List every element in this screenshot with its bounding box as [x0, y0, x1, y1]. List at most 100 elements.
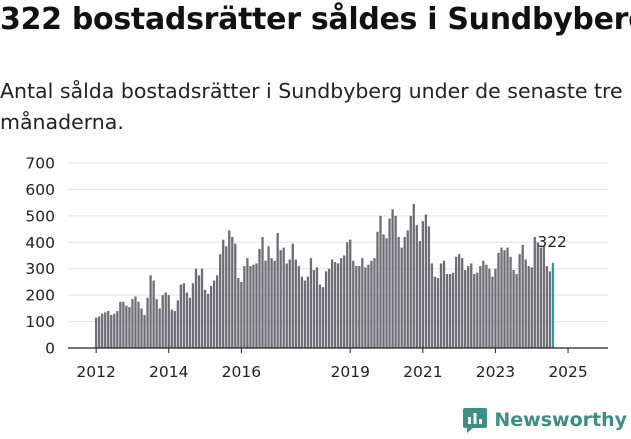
- y-axis: 0 100 200 300 400 500 600 700: [25, 155, 55, 358]
- bar: [203, 289, 207, 348]
- bar: [246, 258, 249, 348]
- bar: [494, 268, 497, 348]
- y-tick-label: 700: [25, 155, 55, 173]
- bar: [101, 313, 104, 348]
- bar: [442, 260, 446, 348]
- bar: [473, 274, 476, 348]
- bar: [119, 301, 122, 348]
- bar: [370, 260, 373, 348]
- bar: [200, 268, 204, 348]
- bar: [485, 264, 488, 348]
- bar: [361, 258, 364, 348]
- x-tick-label: 2023: [476, 363, 515, 381]
- bar: [206, 293, 210, 348]
- bar: [464, 270, 467, 348]
- bar: [454, 256, 458, 348]
- newsworthy-logo-icon: [463, 408, 488, 433]
- bar: [131, 299, 134, 348]
- brand-name: Newsworthy: [494, 409, 627, 431]
- bar: [476, 272, 479, 348]
- bar: [385, 238, 388, 348]
- bar: [219, 254, 222, 348]
- chart-bars: [95, 203, 555, 348]
- bar: [451, 272, 455, 348]
- x-axis: 2012 2014 2016 2019 2021 2023 2025: [68, 347, 608, 381]
- bar: [312, 270, 316, 348]
- bar: [491, 276, 494, 348]
- bar: [458, 254, 461, 348]
- bar: [306, 276, 310, 348]
- bar: [512, 270, 515, 348]
- bar: [261, 237, 264, 348]
- bar-highlight: [551, 262, 555, 348]
- bar: [158, 308, 161, 348]
- bar: [518, 254, 521, 348]
- bar: [291, 243, 294, 348]
- bar: [285, 263, 288, 348]
- bar: [482, 260, 485, 348]
- bar: [279, 250, 282, 348]
- bar: [330, 259, 334, 348]
- bar: [500, 247, 503, 348]
- bar: [488, 268, 491, 348]
- bar: [228, 230, 231, 348]
- bar: [391, 209, 394, 348]
- x-tick-label: 2016: [222, 363, 261, 381]
- bar: [237, 277, 240, 348]
- bar: [318, 284, 322, 348]
- bar: [258, 248, 261, 348]
- bar: [125, 305, 128, 348]
- y-tick-label: 100: [25, 313, 55, 331]
- highlight-value-label: 322: [537, 233, 567, 251]
- bar: [352, 260, 355, 348]
- bar: [140, 308, 143, 348]
- bar: [182, 283, 186, 348]
- x-tick-label: 2025: [548, 363, 587, 381]
- bar: [337, 263, 340, 348]
- bar: [300, 276, 303, 348]
- bar: [533, 237, 536, 348]
- x-tick-label: 2021: [403, 363, 442, 381]
- bar: [288, 259, 291, 348]
- bar: [506, 247, 509, 348]
- bar: [149, 275, 152, 348]
- bar: [297, 266, 300, 348]
- bar: [536, 242, 539, 348]
- bar: [397, 237, 400, 348]
- bar: [273, 260, 276, 348]
- bar: [358, 266, 361, 348]
- bar: [545, 266, 549, 348]
- bar: [406, 230, 409, 348]
- bar: [461, 258, 464, 348]
- bar: [409, 215, 412, 348]
- bar: [521, 244, 524, 348]
- bar: [364, 267, 367, 348]
- bar: [340, 258, 343, 348]
- page-title: 322 bostadsrätter såldes i Sundbyberg: [0, 2, 631, 37]
- bar: [373, 258, 376, 348]
- bar: [282, 247, 285, 348]
- bar: [294, 259, 297, 348]
- bar: [403, 237, 406, 348]
- bar: [188, 297, 192, 348]
- bar: [185, 292, 189, 348]
- bar: [167, 295, 170, 348]
- bar: [176, 300, 179, 348]
- bar: [110, 314, 113, 348]
- bar: [548, 271, 552, 348]
- bar: [367, 264, 370, 348]
- bar: [530, 267, 533, 348]
- bar: [379, 215, 382, 348]
- bar: [309, 258, 313, 348]
- bar: [470, 263, 473, 348]
- bar: [539, 247, 542, 348]
- bar: [430, 263, 434, 348]
- bar: [321, 287, 325, 348]
- bar: [95, 317, 98, 348]
- bar: [155, 299, 158, 348]
- x-tick-label: 2012: [76, 363, 115, 381]
- bar: [128, 307, 131, 348]
- bar: [231, 237, 234, 348]
- bar: [116, 311, 119, 348]
- bar: [143, 314, 146, 348]
